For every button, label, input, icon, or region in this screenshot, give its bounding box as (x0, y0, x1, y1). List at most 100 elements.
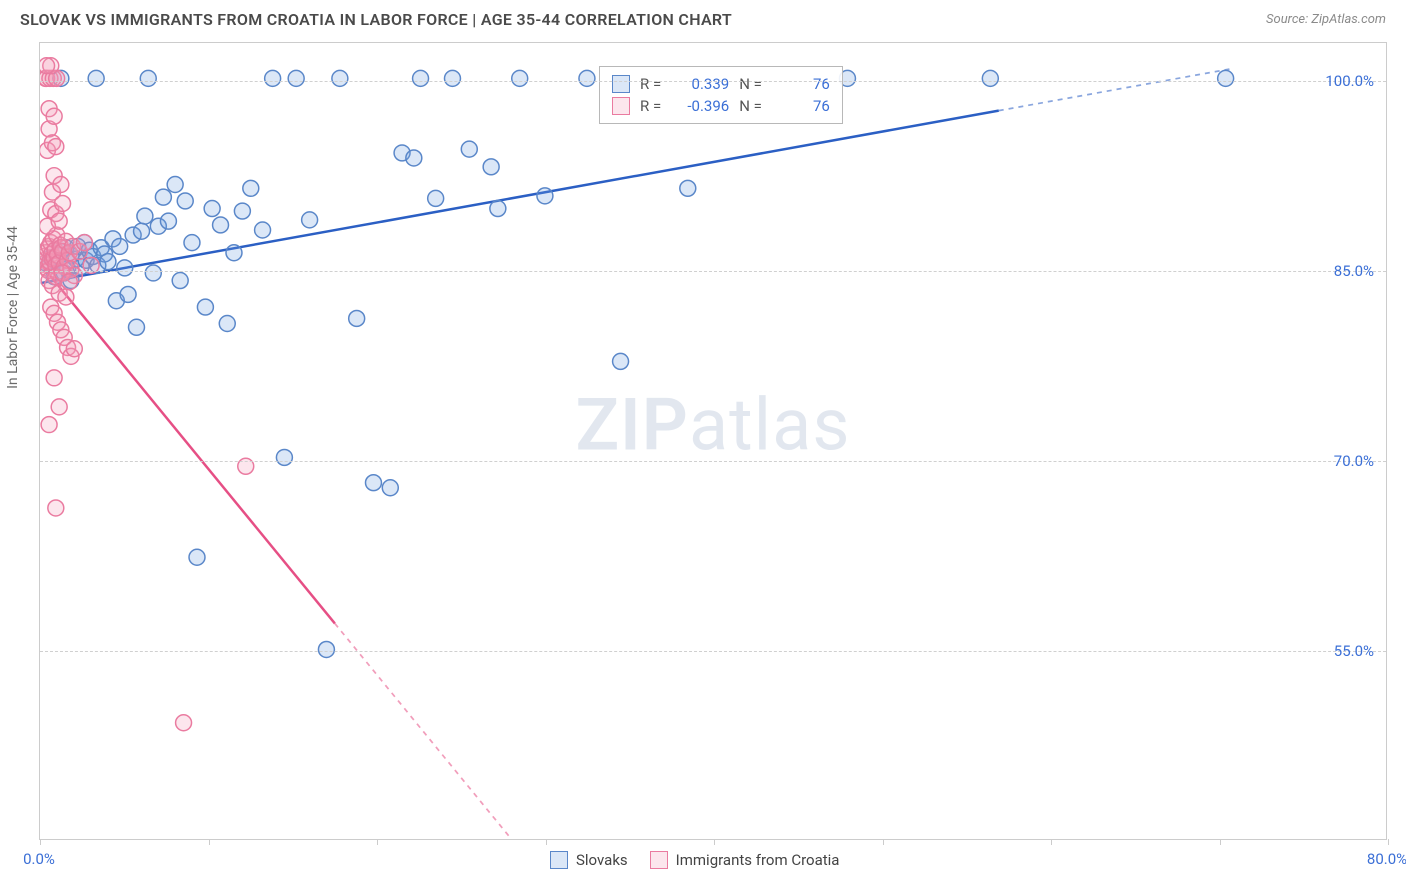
data-point (234, 203, 250, 219)
stat-label-r: R = (640, 97, 661, 115)
chart-plot-area: ZIPatlas R = 0.339 N = 76 R = -0.396 N =… (39, 42, 1387, 840)
x-tick (209, 839, 210, 845)
stat-value-r: -0.396 (671, 97, 729, 115)
legend-swatch (650, 851, 668, 869)
data-point (413, 70, 429, 86)
stat-value-r: 0.339 (671, 75, 729, 93)
data-point (255, 222, 271, 238)
y-tick-label: 70.0% (1334, 452, 1374, 470)
data-point (982, 70, 998, 86)
x-tick (377, 839, 378, 845)
data-point (680, 180, 696, 196)
y-tick-label: 85.0% (1334, 262, 1374, 280)
data-point (265, 70, 281, 86)
x-tick (546, 839, 547, 845)
x-tick-label: 0.0% (23, 850, 55, 868)
data-point (382, 480, 398, 496)
legend-swatch (550, 851, 568, 869)
data-point (46, 370, 62, 386)
x-tick (1051, 839, 1052, 845)
gridline (40, 461, 1386, 462)
data-point (51, 213, 67, 229)
x-tick (40, 839, 41, 845)
trend-line-dashed (999, 68, 1234, 110)
data-point (184, 235, 200, 251)
data-point (155, 189, 171, 205)
legend-label: Slovaks (576, 851, 628, 869)
legend-label: Immigrants from Croatia (676, 851, 840, 869)
x-tick-label: 80.0% (1367, 850, 1406, 868)
data-point (349, 310, 365, 326)
stats-row: R = 0.339 N = 76 (612, 73, 830, 95)
legend-swatch (612, 75, 630, 93)
correlation-stats-box: R = 0.339 N = 76 R = -0.396 N = 76 (599, 66, 843, 124)
stats-row: R = -0.396 N = 76 (612, 95, 830, 117)
data-point (172, 273, 188, 289)
scatter-svg (40, 43, 1386, 839)
legend-item: Slovaks (550, 851, 628, 869)
data-point (226, 245, 242, 261)
stat-label-n: N = (739, 97, 762, 115)
data-point (46, 108, 62, 124)
data-point (112, 238, 128, 254)
y-axis-label: In Labor Force | Age 35-44 (5, 226, 21, 389)
y-tick-label: 100.0% (1325, 72, 1374, 90)
data-point (176, 715, 192, 731)
data-point (537, 188, 553, 204)
data-point (366, 475, 382, 491)
x-tick (1220, 839, 1221, 845)
gridline (40, 81, 1386, 82)
data-point (204, 201, 220, 217)
data-point (318, 641, 334, 657)
data-point (332, 70, 348, 86)
data-point (88, 70, 104, 86)
data-point (490, 201, 506, 217)
data-point (41, 417, 57, 433)
data-point (48, 500, 64, 516)
stat-value-n: 76 (772, 75, 830, 93)
data-point (117, 260, 133, 276)
data-point (483, 159, 499, 175)
data-point (177, 193, 193, 209)
data-point (444, 70, 460, 86)
data-point (55, 195, 71, 211)
data-point (613, 353, 629, 369)
data-point (137, 208, 153, 224)
data-point (76, 235, 92, 251)
data-point (100, 254, 116, 270)
data-point (406, 150, 422, 166)
chart-title: SLOVAK VS IMMIGRANTS FROM CROATIA IN LAB… (20, 10, 732, 29)
gridline (40, 271, 1386, 272)
x-tick (1388, 839, 1389, 845)
stat-label-r: R = (640, 75, 661, 93)
data-point (302, 212, 318, 228)
data-point (461, 141, 477, 157)
data-point (276, 449, 292, 465)
data-point (213, 217, 229, 233)
data-point (145, 265, 161, 281)
data-point (61, 274, 77, 290)
trend-line-dashed (335, 623, 511, 839)
data-point (129, 319, 145, 335)
stat-value-n: 76 (772, 97, 830, 115)
data-point (428, 190, 444, 206)
data-point (219, 316, 235, 332)
series-legend: Slovaks Immigrants from Croatia (550, 851, 839, 869)
source-attribution: Source: ZipAtlas.com (1266, 12, 1386, 27)
data-point (167, 177, 183, 193)
data-point (48, 139, 64, 155)
data-point (40, 58, 55, 74)
x-tick (714, 839, 715, 845)
data-point (288, 70, 304, 86)
gridline (40, 651, 1386, 652)
data-point (189, 549, 205, 565)
legend-item: Immigrants from Croatia (650, 851, 840, 869)
data-point (197, 299, 213, 315)
trend-line-solid (41, 264, 335, 623)
data-point (140, 70, 156, 86)
stat-label-n: N = (739, 75, 762, 93)
data-point (134, 223, 150, 239)
data-point (53, 177, 69, 193)
data-point (160, 213, 176, 229)
data-point (1218, 70, 1234, 86)
